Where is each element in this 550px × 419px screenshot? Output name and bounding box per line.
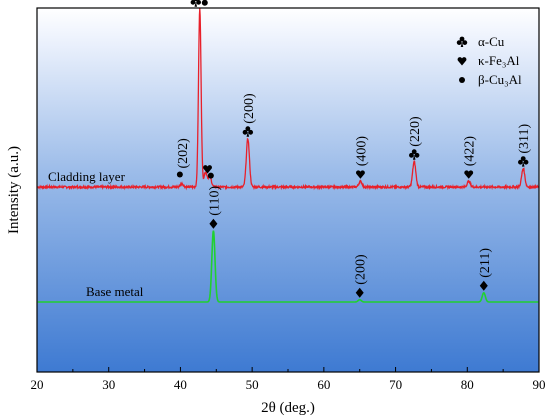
peak-label: (220) — [408, 116, 423, 147]
series-label-cladding-layer: Cladding layer — [48, 169, 126, 184]
peak-marker-club — [242, 126, 254, 137]
y-axis-title: Intensity (a.u.) — [6, 146, 22, 234]
peak-marker-heart — [464, 170, 474, 179]
peak-label: (110) — [207, 186, 222, 216]
legend-symbol-club — [456, 36, 468, 47]
peak-marker-club — [190, 0, 201, 7]
peak-label: (211) — [478, 248, 493, 278]
legend-symbol-heart — [457, 57, 467, 66]
peak-marker-heart — [203, 165, 212, 174]
x-tick-label: 90 — [533, 377, 546, 392]
series-line-cladding-layer — [37, 8, 539, 191]
x-tick-label: 40 — [174, 377, 187, 392]
legend-label: α-Cu — [478, 34, 505, 49]
plot-background — [37, 8, 539, 372]
x-tick-label: 30 — [102, 377, 115, 392]
peak-label: (400) — [354, 136, 369, 167]
peak-marker-diamond — [479, 280, 488, 291]
peak-marker-diamond — [209, 218, 218, 229]
peak-marker-dot — [176, 171, 183, 178]
legend: α-Cu κ-Fe₃Al β-Cu₃Al — [456, 34, 522, 87]
peak-marker-dot — [201, 0, 208, 6]
series-line-base-metal — [37, 230, 539, 303]
peak-marker-dot — [207, 172, 214, 179]
x-axis-title: 2θ (deg.) — [261, 400, 315, 416]
peak-label: (200) — [242, 93, 257, 124]
legend-label: β-Cu₃Al — [478, 72, 522, 87]
peak-marker-diamond — [355, 287, 364, 298]
x-tick-label: 60 — [317, 377, 330, 392]
legend-symbol-dot — [459, 77, 465, 83]
peak-label: (202) — [176, 138, 191, 169]
peak-label: (311) — [517, 123, 532, 153]
peak-label: (422) — [463, 136, 478, 167]
legend-label: κ-Fe₃Al — [478, 53, 520, 68]
peak-marker-heart — [355, 170, 365, 179]
x-tick-label: 80 — [461, 377, 474, 392]
peak-marker-club — [518, 156, 529, 167]
x-tick-label: 50 — [246, 377, 259, 392]
peak-marker-club — [409, 149, 420, 160]
series-label-base-metal: Base metal — [86, 284, 144, 299]
x-tick-label: 70 — [389, 377, 402, 392]
x-tick-label: 20 — [31, 377, 44, 392]
peak-label: (200) — [354, 254, 369, 285]
